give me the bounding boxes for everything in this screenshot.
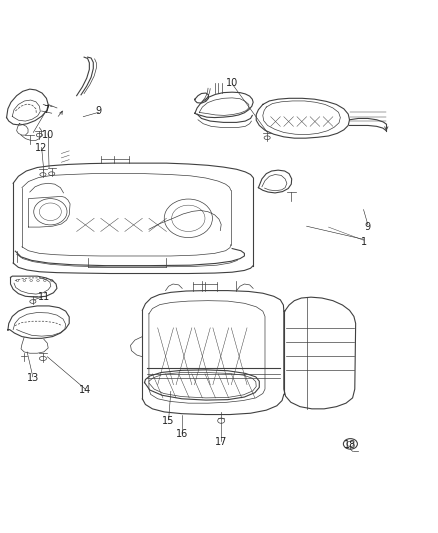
Text: 9: 9: [95, 106, 102, 116]
Text: 12: 12: [35, 143, 48, 154]
Text: 7: 7: [43, 104, 49, 115]
Text: 1: 1: [360, 237, 367, 247]
Text: 16: 16: [176, 429, 188, 439]
Text: 13: 13: [27, 373, 39, 383]
Text: 9: 9: [365, 222, 371, 232]
Text: 14: 14: [79, 385, 92, 395]
Text: 18: 18: [344, 440, 357, 450]
Text: 10: 10: [226, 77, 238, 87]
Text: 15: 15: [162, 416, 175, 426]
Text: 11: 11: [38, 292, 50, 302]
Text: 10: 10: [42, 130, 54, 140]
Text: 17: 17: [215, 437, 227, 447]
